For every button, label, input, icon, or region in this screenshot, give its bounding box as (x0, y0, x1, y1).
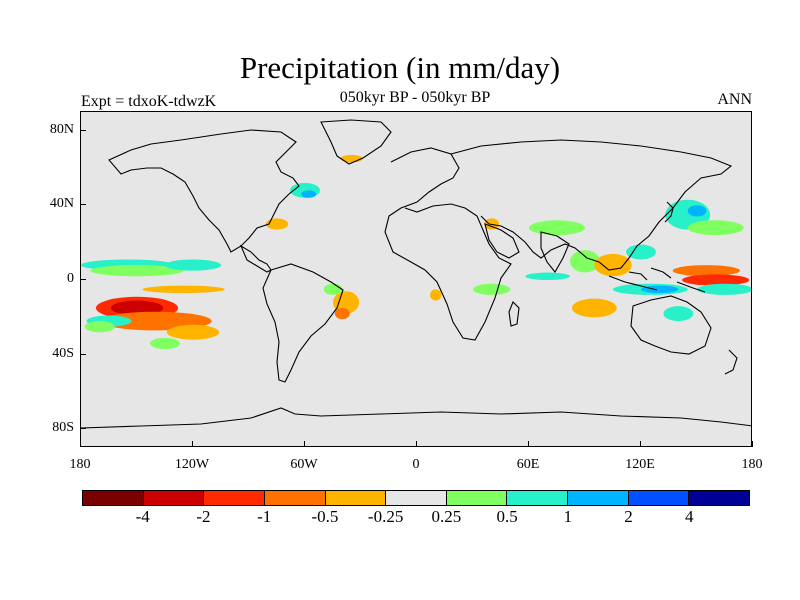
coastline-japan (664, 201, 674, 223)
y-tick (80, 129, 86, 131)
precip-patch (166, 324, 220, 340)
x-tick (80, 441, 81, 447)
precip-patch (150, 337, 180, 350)
colorbar-box (628, 491, 690, 505)
experiment-label: Expt = tdxoK-tdwzK (81, 93, 217, 110)
colorbar-label: -0.5 (311, 507, 339, 526)
season-label: ANN (717, 91, 752, 108)
colorbar-label: 4 (685, 507, 694, 526)
precip-patch (265, 218, 289, 230)
colorbar-box (83, 491, 144, 505)
y-tick (80, 428, 86, 430)
colorbar-box (264, 491, 326, 505)
precip-patch (340, 154, 363, 163)
y-tick-label: 40N (49, 196, 74, 212)
precip-patch (672, 265, 740, 277)
x-tick (192, 441, 193, 447)
colorbar-label: -1 (257, 507, 272, 526)
colorbar-box (386, 491, 447, 505)
x-tick-label: 180 (69, 457, 91, 472)
coastlines (81, 119, 751, 429)
x-tick-label: 60E (516, 457, 540, 472)
precip-patch (323, 283, 343, 295)
precip-patch (165, 259, 221, 271)
precip-patch (687, 205, 707, 217)
precip-patch (571, 298, 617, 318)
coastline-new-zealand (724, 349, 738, 375)
precip-patch (641, 285, 679, 294)
colorbar-box (325, 491, 387, 505)
coastline-indonesia (608, 267, 706, 293)
colorbar-box (204, 491, 265, 505)
precip-patch (525, 272, 571, 280)
colorbar-label: 0.25 (431, 507, 462, 526)
chart-title: Precipitation (in mm/day) (239, 50, 561, 85)
precip-patch (430, 289, 442, 301)
colorbar-box (446, 491, 508, 505)
coastline-asia (450, 139, 733, 271)
y-tick (80, 353, 86, 355)
x-tick (752, 441, 753, 447)
coastline-north-america (108, 129, 300, 253)
y-tick (80, 204, 86, 206)
coastline-madagascar (508, 301, 520, 327)
y-tick-label: 40S (52, 345, 74, 361)
precipitation-patches (81, 154, 751, 350)
colorbar-label: 1 (563, 507, 573, 526)
coastline-south-america (262, 263, 344, 383)
precip-patch (663, 306, 694, 322)
coastline-europe-africa (384, 147, 512, 341)
y-tick-label: 80S (52, 420, 74, 436)
colorbar-box (507, 491, 569, 505)
precip-patch (594, 253, 632, 277)
precip-patch (334, 308, 350, 320)
precip-patch (142, 285, 225, 294)
precip-patch (301, 190, 317, 198)
precip-patch (529, 220, 585, 236)
precip-patch (90, 265, 184, 277)
precip-patch (84, 321, 115, 333)
x-tick-label: 180 (741, 457, 763, 472)
colorbar (82, 490, 750, 506)
chart-subtitle: 050kyr BP - 050kyr BP (339, 89, 491, 106)
colorbar-label: -0.25 (367, 507, 404, 526)
x-tick (416, 441, 417, 447)
x-tick-label: 0 (412, 457, 420, 472)
x-tick-label: 60W (290, 457, 318, 472)
coastline-greenland (320, 119, 392, 165)
y-tick-label: 80N (49, 121, 74, 137)
y-tick-label: 0 (67, 271, 74, 286)
coastline-india (540, 231, 570, 273)
precip-patch (333, 291, 360, 314)
precip-patch (682, 274, 750, 286)
x-tick (304, 441, 305, 447)
precipitation-map (81, 119, 751, 429)
y-tick (80, 279, 86, 280)
colorbar-label: -4 (135, 507, 150, 526)
x-tick (640, 441, 641, 447)
precip-patch (697, 283, 751, 295)
colorbar-box (689, 491, 750, 505)
coastline-antarctica (81, 407, 751, 429)
colorbar-label: -2 (196, 507, 211, 526)
coastline-central-america (239, 244, 272, 273)
precip-patch (110, 300, 164, 316)
precip-patch (570, 250, 600, 273)
precip-patch (626, 244, 656, 260)
x-tick-label: 120W (174, 457, 210, 472)
coastline-australia (630, 295, 712, 355)
map-frame (80, 111, 752, 447)
colorbar-box (568, 491, 629, 505)
precip-patch (687, 220, 744, 236)
x-tick (528, 441, 529, 447)
colorbar-label: 0.5 (496, 507, 518, 526)
colorbar-label: 2 (624, 507, 633, 526)
x-tick-label: 120E (625, 457, 655, 472)
precip-patch (473, 283, 511, 295)
colorbar-box (143, 491, 205, 505)
coastline-arabia (484, 223, 520, 259)
